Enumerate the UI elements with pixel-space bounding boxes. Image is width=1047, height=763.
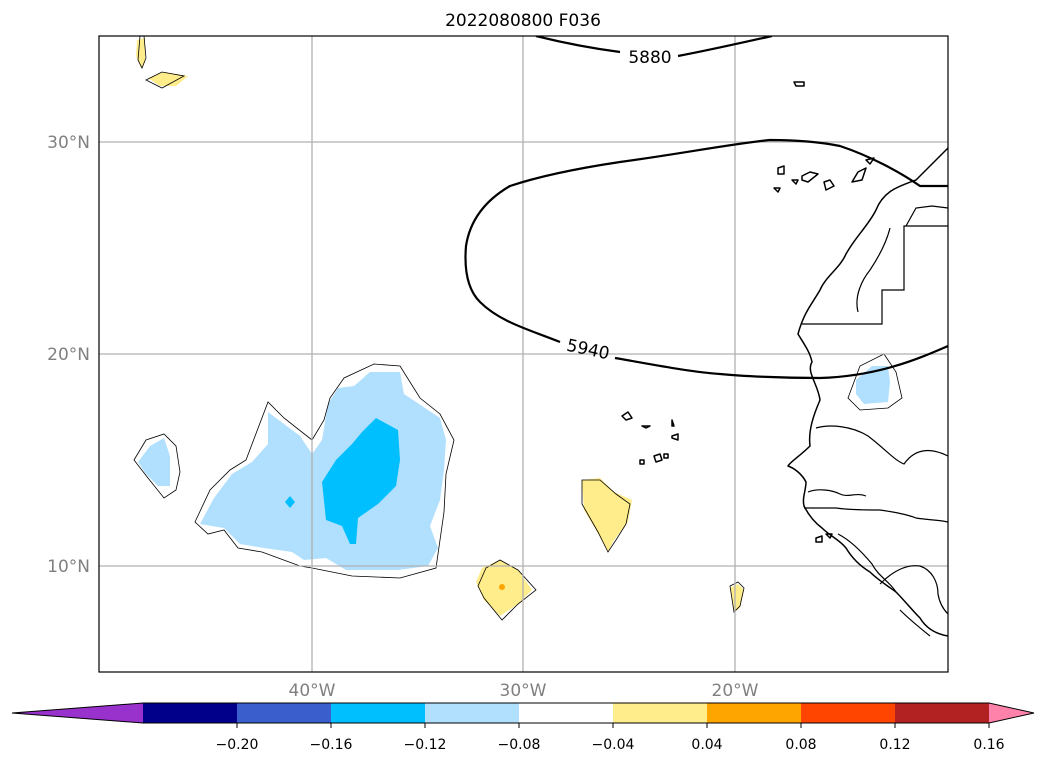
colorbar-tick-label: −0.08 — [498, 737, 541, 753]
contour-5940-line — [464, 138, 948, 380]
deep-blue-region — [322, 418, 400, 544]
light-blue-region — [200, 372, 446, 570]
colorbar-tick-label: −0.12 — [404, 737, 447, 753]
colorbar-segment — [143, 703, 238, 723]
lat-label-20n: 20°N — [47, 345, 90, 365]
contour-label-5880: 5880 — [628, 48, 671, 68]
colorbar-tick-label: 0.04 — [691, 737, 722, 753]
contour-5880-line — [535, 36, 773, 58]
colorbar-segment — [801, 703, 896, 723]
orange-dot — [499, 584, 505, 590]
lon-label-20w: 20°W — [712, 681, 759, 701]
colorbar-tick-label: −0.04 — [592, 737, 635, 753]
islands — [621, 81, 875, 543]
light-blue-region-west — [138, 438, 170, 486]
chart-title: 2022080800 F036 — [445, 11, 601, 31]
lon-label-30w: 30°W — [500, 681, 547, 701]
colorbar-segment — [613, 703, 708, 723]
colorbar: −0.20 −0.16 −0.12 −0.08 −0.04 0.04 0.08 0.12 0.1… — [11, 702, 1035, 753]
colorbar-segment — [331, 703, 426, 723]
deep-blue-dot — [285, 496, 295, 508]
yellow-region-5 — [148, 72, 188, 86]
colorbar-segment — [707, 703, 802, 723]
colorbar-tick-label: 0.08 — [785, 737, 816, 753]
colorbar-segment — [425, 703, 520, 723]
colorbar-segment — [895, 703, 990, 723]
colorbar-tick-label: −0.20 — [216, 737, 259, 753]
lon-labels: 40°W 30°W 20°W — [289, 681, 759, 701]
lat-labels: 30°N 20°N 10°N — [47, 133, 90, 577]
shaded-anomalies — [136, 38, 890, 616]
coastlines — [787, 147, 948, 637]
colorbar-tick-label: 0.12 — [879, 737, 910, 753]
colorbar-segment — [519, 703, 614, 723]
colorbar-extension-high — [989, 703, 1034, 723]
colorbar-tick-label: 0.16 — [973, 737, 1004, 753]
colorbar-outline — [11, 702, 1035, 724]
colorbar-segment — [237, 703, 332, 723]
light-blue-region-east — [856, 366, 890, 404]
height-contours — [464, 36, 948, 380]
colorbar-tick-label: −0.16 — [310, 737, 353, 753]
thin-contours — [133, 36, 903, 621]
colorbar-extension-low — [12, 703, 143, 723]
lat-label-10n: 10°N — [47, 557, 90, 577]
map-frame — [98, 35, 949, 673]
lat-label-30n: 30°N — [47, 133, 90, 153]
gridlines — [99, 36, 948, 672]
lon-label-40w: 40°W — [289, 681, 336, 701]
map-area: 5880 5940 — [99, 36, 948, 672]
